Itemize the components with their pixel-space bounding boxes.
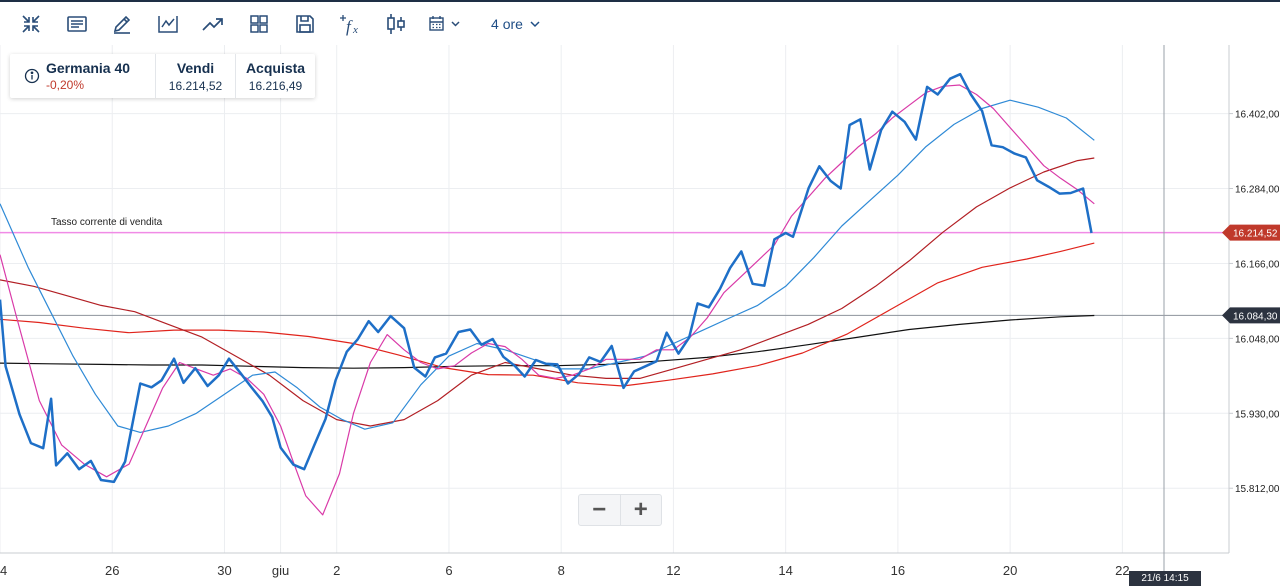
instrument-name: Germania 40 <box>46 60 131 76</box>
y-tick-label: 16.402,00 <box>1235 110 1280 121</box>
series-line-ma_magenta <box>0 84 1095 516</box>
line-chart-type-icon[interactable] <box>155 10 181 38</box>
layout-grid-icon[interactable] <box>246 10 272 38</box>
fullscreen-collapse-icon[interactable] <box>18 10 44 38</box>
x-tick-label: 8 <box>558 563 565 578</box>
x-tick-label: 16 <box>891 563 905 578</box>
y-tick-label: 16.048,00 <box>1235 334 1280 345</box>
chart-toolbar: f x 4 ore <box>0 2 1280 45</box>
zoom-control: − + <box>578 494 662 526</box>
trend-up-icon[interactable] <box>200 10 226 38</box>
chart-series <box>0 72 1095 516</box>
top-border <box>0 0 1280 2</box>
x-tick-label: 6 <box>445 563 452 578</box>
current-price-badge-bg <box>1222 224 1280 241</box>
x-tick-label: 22 <box>1115 563 1129 578</box>
indicator-fx-icon[interactable]: f x <box>336 10 364 38</box>
y-tick-label: 16.166,00 <box>1235 259 1280 270</box>
series-line-ma_red <box>0 242 1095 387</box>
sell-price: 16.214,52 <box>168 78 223 93</box>
candlestick-icon[interactable] <box>383 10 409 38</box>
y-axis-ticks: 16.402,00 16.284,00 16.166,00 16.048,00 15.9… <box>1229 110 1280 495</box>
svg-text:x: x <box>352 24 358 36</box>
x-tick-label: giu <box>272 563 289 578</box>
x-tick-label: 14 <box>778 563 792 578</box>
x-tick-label: 20 <box>1003 563 1017 578</box>
zoom-out-button[interactable]: − <box>579 495 621 525</box>
chart-grid <box>0 45 1229 553</box>
calendar-icon <box>429 16 460 31</box>
notes-icon[interactable] <box>64 10 90 38</box>
timeframe-label: 4 ore <box>491 16 523 32</box>
series-line-ma_darkred <box>0 157 1095 427</box>
instrument-cell[interactable]: Germania 40 -0,20% <box>10 54 156 98</box>
draw-pencil-icon[interactable] <box>109 10 135 38</box>
price-chart[interactable]: 16.402,00 16.284,00 16.166,00 16.048,00 15.9… <box>0 45 1280 586</box>
buy-price: 16.216,49 <box>248 78 303 93</box>
svg-text:f: f <box>346 17 353 36</box>
x-tick-label: 24 <box>0 563 7 578</box>
info-icon[interactable] <box>24 68 40 84</box>
crosshair-date-badge: 21/6 14:15 <box>1129 571 1201 586</box>
y-tick-label: 16.284,00 <box>1235 185 1280 196</box>
x-axis-ticks: 242630giu2681214162022 <box>0 563 1130 578</box>
crosshair-price-badge: 16.084,30 <box>1233 311 1278 322</box>
sell-label: Vendi <box>176 59 215 76</box>
reference-lines <box>0 231 1229 316</box>
x-tick-label: 26 <box>105 563 119 578</box>
y-tick-label: 15.812,00 <box>1235 484 1280 495</box>
x-tick-label: 12 <box>666 563 680 578</box>
series-line-price <box>0 72 1093 484</box>
buy-button[interactable]: Acquista 16.216,49 <box>236 54 315 98</box>
x-tick-label: 30 <box>217 563 231 578</box>
price-badges: 16.214,52 16.084,30 <box>1222 224 1280 324</box>
instrument-change: -0,20% <box>46 78 85 92</box>
crosshair-price-badge-bg <box>1222 307 1280 324</box>
chevron-down-icon <box>530 21 540 28</box>
buy-label: Acquista <box>245 59 306 76</box>
current-price-badge: 16.214,52 <box>1233 229 1278 240</box>
save-icon[interactable] <box>292 10 318 38</box>
x-tick-label: 2 <box>333 563 340 578</box>
timeframe-selector[interactable]: 4 ore <box>488 10 544 38</box>
calendar-dropdown[interactable] <box>427 10 463 38</box>
zoom-in-button[interactable]: + <box>633 496 648 523</box>
series-line-ma_lightblue <box>0 99 1095 433</box>
sell-rate-annotation: Tasso corrente di vendita <box>51 217 163 228</box>
y-tick-label: 15.930,00 <box>1235 409 1280 420</box>
sell-button[interactable]: Vendi 16.214,52 <box>156 54 236 98</box>
instrument-info-panel: Germania 40 -0,20% Vendi 16.214,52 Acqui… <box>10 54 315 98</box>
